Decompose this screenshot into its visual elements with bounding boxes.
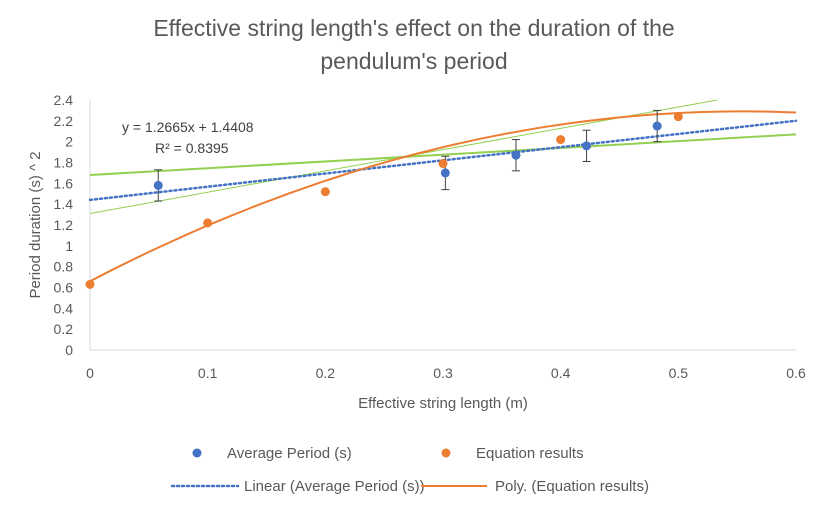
- legend: Average Period (s) Equation results Linear…: [170, 445, 649, 495]
- trendline-annotation: y = 1.2665x + 1.4408 R² = 0.8395: [122, 119, 254, 156]
- legend-marker-equation-results: [441, 448, 451, 458]
- average-period-point: [511, 150, 521, 160]
- chart-title: Effective string length's effect on the …: [0, 12, 828, 78]
- y-tick-label: 2: [65, 134, 73, 150]
- poly-trendline: [89, 110, 797, 283]
- trendline-r-squared: R² = 0.8395: [155, 140, 229, 156]
- x-tick-label: 0.4: [551, 365, 571, 381]
- y-tick-label: 0.4: [54, 300, 74, 316]
- equation-result-point: [320, 187, 330, 197]
- y-tick-label: 0.2: [54, 321, 74, 337]
- equation-result-point: [556, 135, 566, 145]
- y-tick-label: 1.6: [54, 175, 74, 191]
- green-reference-line: [89, 133, 797, 176]
- equation-result-point: [438, 159, 448, 169]
- legend-label-poly: Poly. (Equation results): [495, 478, 649, 495]
- y-tick-label: 0: [65, 342, 73, 358]
- y-tick-label: 1.2: [54, 217, 74, 233]
- x-tick-label: 0.2: [316, 365, 336, 381]
- y-tick-label: 2.2: [54, 113, 74, 129]
- chart-title-line-1: Effective string length's effect on the …: [153, 15, 675, 41]
- legend-label-average-period: Average Period (s): [227, 445, 352, 462]
- x-tick-label: 0: [86, 365, 94, 381]
- average-period-point: [582, 141, 592, 151]
- y-tick-label: 1: [65, 238, 73, 254]
- trendline-equation: y = 1.2665x + 1.4408: [122, 119, 254, 135]
- x-tick-label: 0.6: [786, 365, 806, 381]
- y-tick-label: 0.6: [54, 280, 74, 296]
- reference-lines: [89, 99, 797, 215]
- data-points: [85, 112, 683, 289]
- average-period-point: [652, 121, 662, 131]
- x-tick-label: 0.1: [198, 365, 218, 381]
- chart-title-line-2: pendulum's period: [320, 48, 508, 74]
- equation-result-point: [203, 218, 213, 228]
- x-tick-label: 0.5: [669, 365, 689, 381]
- trendlines: [88, 110, 798, 283]
- y-tick-label: 1.4: [54, 196, 74, 212]
- y-axis-title: Period duration (s) ^ 2: [27, 151, 44, 298]
- x-tick-label: 0.3: [433, 365, 453, 381]
- equation-result-point: [673, 112, 683, 122]
- legend-label-linear: Linear (Average Period (s)): [244, 478, 425, 495]
- legend-label-equation-results: Equation results: [476, 445, 584, 462]
- axis-labels: Effective string length (m) Period durati…: [27, 151, 528, 412]
- y-tick-label: 0.8: [54, 259, 74, 275]
- equation-result-point: [85, 279, 95, 289]
- average-period-point: [153, 180, 163, 190]
- legend-marker-average-period: [192, 448, 202, 458]
- y-tick-label: 2.4: [54, 92, 74, 108]
- axes: 0 0.2 0.4 0.6 0.8 1 1.2 1.4 1.6 1.8 2 2.2 2.4 0 0.1 0.2…: [54, 92, 806, 381]
- x-axis-title: Effective string length (m): [358, 395, 528, 412]
- y-tick-label: 1.8: [54, 155, 74, 171]
- average-period-point: [440, 168, 450, 178]
